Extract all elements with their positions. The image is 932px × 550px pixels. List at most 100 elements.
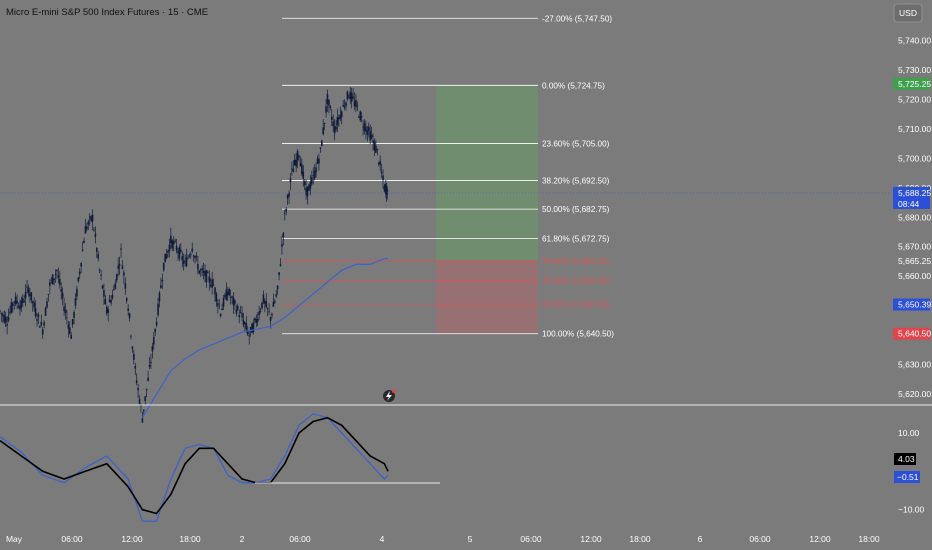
candle-body	[71, 319, 74, 325]
candle-body	[367, 126, 370, 131]
currency-button[interactable]: USD	[893, 3, 923, 23]
candle-body	[53, 278, 55, 280]
fib-level-label: 23.60% (5,705.00)	[542, 140, 610, 149]
candle-body	[339, 114, 342, 119]
candle-body	[286, 195, 289, 199]
candle-body	[27, 287, 30, 294]
candle-body	[227, 291, 229, 296]
candle-body	[383, 186, 386, 192]
candle-body	[235, 309, 238, 314]
candle-body	[279, 264, 282, 266]
candle-body	[26, 286, 28, 288]
candle-body	[127, 308, 129, 311]
candle-body	[20, 300, 23, 308]
candle-body	[145, 388, 148, 391]
candle-body	[87, 221, 90, 225]
candle-body	[313, 170, 316, 179]
candle-body	[96, 248, 98, 252]
candle-body	[355, 99, 357, 108]
candle-body	[111, 294, 114, 299]
candle-body	[41, 329, 44, 335]
candle-body	[275, 294, 278, 297]
candle-body	[303, 181, 306, 185]
candle-body	[13, 301, 16, 303]
candle-body	[167, 250, 169, 254]
candle-body	[0, 313, 3, 315]
candle-body	[204, 270, 206, 277]
candle-body	[338, 117, 340, 120]
price-axis-tick: 5,700.00	[898, 153, 931, 163]
candle-body	[91, 214, 94, 222]
candle-body	[182, 260, 185, 264]
time-axis-tick: 06:00	[520, 534, 542, 544]
candle-body	[370, 134, 373, 138]
candle-body	[117, 265, 119, 269]
candle-body	[228, 288, 231, 295]
price-axis-tick: 5,630.00	[898, 360, 931, 370]
flash-icon[interactable]	[383, 389, 396, 402]
price-axis-tick: 5,660.00	[898, 271, 931, 281]
candle-body	[70, 334, 72, 339]
candle-body	[197, 264, 199, 270]
candle-body	[123, 272, 125, 276]
candle-body	[318, 158, 320, 164]
candle-body	[66, 317, 68, 319]
candle-body	[157, 303, 159, 316]
level-price-badge-text: 5,665.25	[898, 256, 931, 266]
candle-body	[14, 296, 17, 305]
candle-body	[202, 270, 205, 273]
candle-body	[295, 159, 297, 167]
time-axis-tick: 12:00	[809, 534, 831, 544]
candle-body	[271, 313, 273, 316]
candle-body	[289, 178, 292, 183]
price-axis-tick: 5,680.00	[898, 212, 931, 222]
oscillator-pane	[0, 413, 440, 522]
candle-body	[110, 299, 112, 304]
candle-body	[29, 293, 31, 297]
candle-body	[326, 93, 329, 105]
candle-body	[208, 276, 211, 283]
candle-body	[219, 314, 222, 317]
currency-label: USD	[899, 8, 917, 18]
candle-body	[154, 328, 156, 333]
candle-body	[3, 315, 6, 322]
candle-body	[74, 298, 77, 306]
candle-body	[214, 287, 216, 295]
candle-body	[215, 293, 218, 302]
candle-body	[158, 292, 161, 302]
candle-body	[278, 272, 280, 276]
candle-body	[218, 305, 221, 307]
candle-body	[56, 270, 58, 272]
candle-body	[384, 184, 386, 187]
candle-body	[365, 126, 367, 132]
candle-body	[248, 335, 250, 337]
candle-body	[133, 353, 135, 360]
candle-body	[178, 247, 181, 259]
candle-body	[336, 116, 339, 126]
candle-body	[256, 318, 259, 322]
candle-body	[249, 327, 252, 330]
candle-body	[174, 240, 176, 242]
candle-body	[68, 327, 71, 334]
candle-body	[328, 99, 330, 106]
candle-body	[19, 305, 21, 310]
candle-body	[221, 308, 223, 311]
candle-body	[0, 310, 1, 312]
candle-body	[234, 300, 236, 304]
candle-body	[125, 298, 128, 301]
fibonacci-retracement[interactable]: -27.00% (5,747.50) 0.00% (5,724.75) 23.60%…	[282, 14, 614, 339]
signal-line	[0, 413, 389, 522]
time-axis-tick: 06:00	[289, 534, 311, 544]
candle-body	[128, 313, 131, 319]
candle-body	[198, 270, 201, 274]
candle-body	[93, 229, 95, 231]
last-price-badge-bg	[893, 186, 930, 209]
time-axis[interactable]: May 06:00 12:00 18:00 2 06:00 4 5 06:00 12:00 18:0…	[6, 534, 880, 544]
candle-body	[244, 322, 246, 325]
candle-body	[322, 127, 325, 135]
candle-body	[59, 278, 61, 285]
oscillator-axis[interactable]: 10.00 −10.00	[898, 428, 925, 515]
candle-body	[231, 296, 233, 298]
candle-body	[6, 324, 8, 326]
